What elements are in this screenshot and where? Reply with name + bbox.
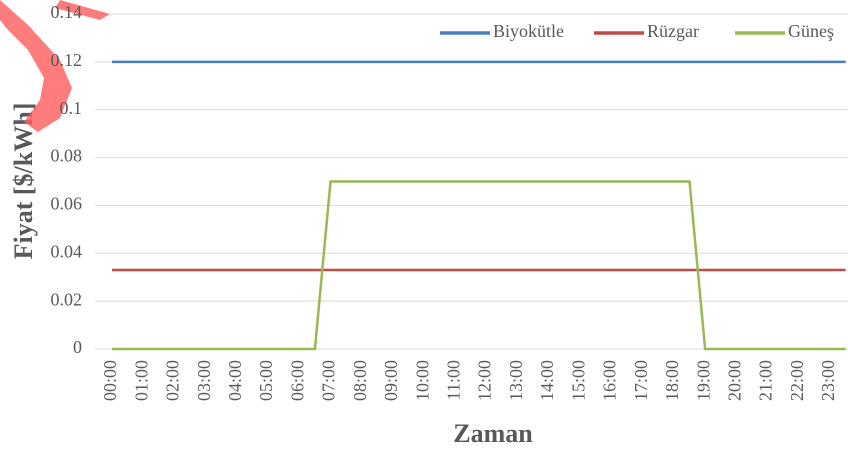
x-tick-label: 13:00: [506, 360, 526, 401]
annotation-stroke: [0, 0, 110, 132]
x-tick-label: 07:00: [319, 360, 339, 401]
x-tick-label: 01:00: [131, 360, 151, 401]
x-axis-title: Zaman: [453, 419, 533, 448]
legend-label: Rüzgar: [647, 21, 699, 41]
x-tick-label: 04:00: [225, 360, 245, 401]
x-tick-label: 17:00: [631, 360, 651, 401]
y-tick-label: 0.06: [51, 194, 83, 214]
legend-label: Biyokütle: [493, 21, 564, 41]
x-tick-label: 03:00: [194, 360, 214, 401]
x-tick-label: 20:00: [724, 360, 744, 401]
x-tick-label: 02:00: [163, 360, 183, 401]
x-tick-label: 21:00: [756, 360, 776, 401]
x-tick-label: 10:00: [412, 360, 432, 401]
x-tick-label: 15:00: [568, 360, 588, 401]
x-tick-label: 23:00: [818, 360, 838, 401]
x-tick-label: 22:00: [787, 360, 807, 401]
x-tick-label: 08:00: [350, 360, 370, 401]
x-tick-label: 19:00: [693, 360, 713, 401]
y-tick-label: 0.04: [51, 241, 83, 261]
x-tick-label: 12:00: [475, 360, 495, 401]
x-tick-label: 05:00: [256, 360, 276, 401]
plot: [112, 60, 846, 351]
x-tick-label: 18:00: [662, 360, 682, 401]
series-line: [112, 180, 846, 351]
x-tick-label: 11:00: [444, 360, 464, 400]
x-tick-label: 00:00: [100, 360, 120, 401]
x-tick-label: 06:00: [287, 360, 307, 401]
y-tick-label: 0: [73, 337, 82, 357]
x-tick-label: 16:00: [600, 360, 620, 401]
y-tick-label: 0.1: [60, 98, 83, 118]
y-tick-label: 0.08: [51, 146, 83, 166]
y-tick-label: 0.02: [51, 289, 83, 309]
y-axis-title: Fiyat [$/kWh]: [9, 103, 38, 260]
y-tick-label: 0.14: [51, 2, 83, 22]
x-tick-label: 09:00: [381, 360, 401, 401]
y-tick-label: 0.12: [51, 50, 83, 70]
legend-label: Güneş: [788, 21, 834, 41]
x-tick-label: 14:00: [537, 360, 557, 401]
